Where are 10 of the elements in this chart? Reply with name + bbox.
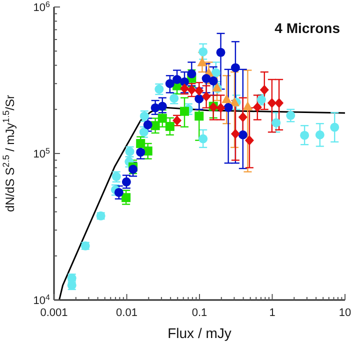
x-axis-title: Flux / mJy xyxy=(168,325,232,341)
x-tick-label: 0.001 xyxy=(40,307,68,319)
x-tick-label: 0.01 xyxy=(116,307,138,319)
x-tick-label: 10 xyxy=(338,307,352,319)
y-tick-label: 10$^{6}$ xyxy=(33,0,51,14)
annotation: 4 Microns xyxy=(274,20,340,36)
x-tick-label: 1 xyxy=(269,307,276,319)
x-tick-label: 0.1 xyxy=(192,307,208,319)
y-tick-label: 10$^{4}$ xyxy=(33,292,51,307)
y-tick-label: 10$^{5}$ xyxy=(33,146,51,160)
